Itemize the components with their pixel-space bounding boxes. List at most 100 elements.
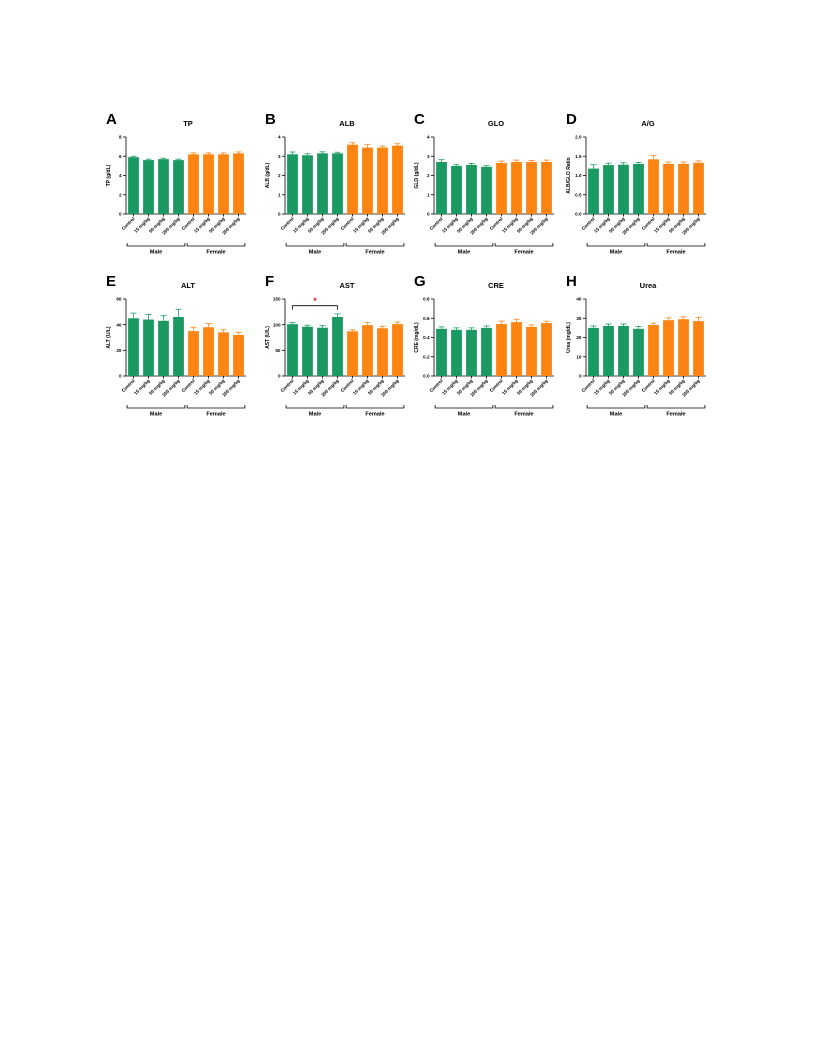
group-label: Female [365,250,384,256]
bar [511,162,522,214]
y-tick-label: 6 [119,154,122,159]
group-label: Male [610,412,622,418]
panel-letter: F [265,273,274,290]
bar [347,331,358,376]
group-bracket [586,405,646,409]
group-label: Male [610,250,622,256]
group-bracket [646,243,706,247]
bar [173,160,184,214]
bar [618,325,629,376]
bar [173,316,184,376]
bar [481,327,492,376]
group-label: Female [206,250,225,256]
y-tick-label: 2 [278,173,281,178]
bar [287,324,298,376]
bar [362,147,373,214]
y-axis-label: ALB (g/dL) [265,162,271,188]
bar [347,144,358,214]
group-label: Female [666,250,685,256]
y-tick-label: 40 [576,297,582,302]
bar [588,168,599,214]
y-tick-label: 20 [116,348,122,353]
y-tick-label: 40 [116,322,122,327]
bar [188,154,199,214]
bar [143,319,154,376]
bar [287,154,298,214]
group-bracket [186,243,246,247]
group-label: Male [309,412,321,418]
y-tick-label: 3 [278,154,281,159]
y-tick-label: 20 [576,335,582,340]
panel-title: CRE [488,281,504,290]
bar [128,157,139,214]
bar [158,159,169,214]
y-tick-label: 1 [427,192,430,197]
group-label: Female [514,412,533,418]
bar [233,153,244,214]
bar [436,328,447,376]
panel-title: ALT [181,281,195,290]
y-tick-label: 60 [116,297,122,302]
bar [317,327,328,376]
y-tick-label: 100 [273,322,281,327]
panel-letter: E [106,273,116,290]
panel-letter: H [566,273,577,290]
bar [436,162,447,214]
y-tick-label: 1.5 [575,154,582,159]
bar [588,327,599,376]
bar [332,316,343,376]
bar [481,166,492,214]
panel-letter: C [414,111,425,128]
bar [188,331,199,376]
bar [541,162,552,214]
group-label: Male [309,250,321,256]
bar [678,163,689,214]
group-bracket [494,405,554,409]
bar [541,323,552,376]
bar [496,162,507,214]
bar [663,163,674,214]
y-tick-label: 0 [278,212,281,217]
bar [143,160,154,214]
bar [511,322,522,376]
significance-bracket [292,305,338,310]
group-bracket [285,243,345,247]
y-tick-label: 0.4 [423,335,430,340]
group-label: Female [365,412,384,418]
group-label: Male [458,250,470,256]
bar [678,319,689,376]
bar [633,328,644,376]
bar [526,162,537,214]
y-tick-label: 0.2 [423,354,430,359]
bar [618,164,629,214]
group-label: Female [666,412,685,418]
bar [451,329,462,376]
y-tick-label: 0 [119,212,122,217]
y-tick-label: 150 [273,297,281,302]
group-bracket [434,243,494,247]
group-bracket [126,405,186,409]
bar [218,332,229,376]
y-tick-label: 1.0 [575,173,582,178]
y-tick-label: 0.0 [423,374,430,379]
group-bracket [646,405,706,409]
bar [496,324,507,376]
y-tick-label: 0.8 [423,297,430,302]
bar [392,145,403,214]
bar [603,165,614,214]
bar [332,153,343,214]
bar [603,325,614,376]
y-axis-label: ALT (U/L) [106,326,112,348]
y-axis-label: Urea (mg/dL) [566,322,572,353]
panel-letter: A [106,111,117,128]
y-tick-label: 4 [427,135,430,140]
y-axis-label: AST (U/L) [265,326,271,349]
y-axis-label: GLO (g/dL) [414,162,420,188]
panel-letter: B [265,111,276,128]
